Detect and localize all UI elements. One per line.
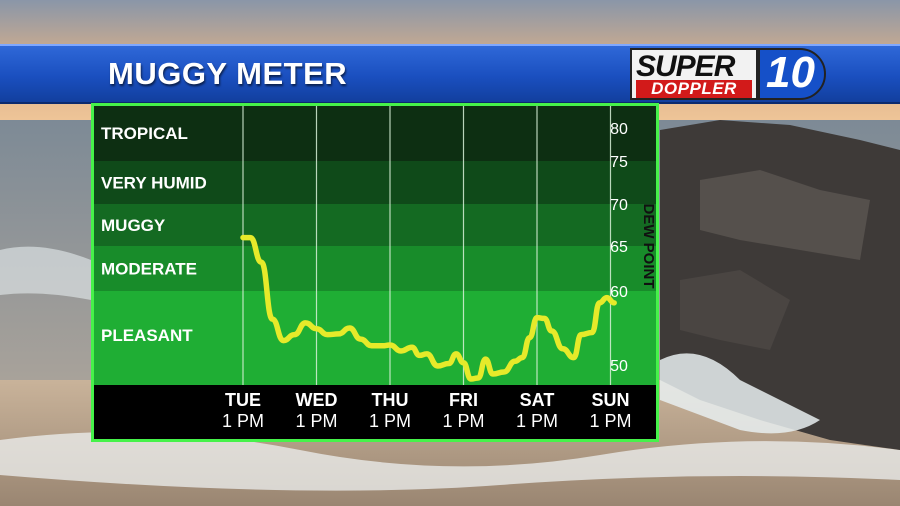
band-moderate [91,246,659,291]
logo-super-text: SUPER [636,50,735,83]
day-gridlines [242,105,612,385]
rock-foam [660,353,820,434]
band-label: TROPICAL [101,124,188,143]
y-tick-label: 65 [610,239,628,256]
x-tick-time: 1 PM [589,411,631,431]
x-tick-time: 1 PM [442,411,484,431]
y-tick-label: 60 [610,284,628,301]
y-tick-label: 50 [610,358,628,375]
x-tick-day: FRI [449,390,478,410]
page-title: MUGGY METER [108,56,348,91]
band-muggy [91,204,659,246]
x-axis-strip [91,385,659,442]
band-label: MODERATE [101,260,197,279]
x-tick-day: WED [296,390,338,410]
logo-ten-text: 10 [766,48,815,97]
dew-point-line [240,234,617,382]
band-label: PLEASANT [101,326,193,345]
x-tick-time: 1 PM [369,411,411,431]
logo-box: SUPER DOPPLER [630,48,758,100]
y-tick-label: 75 [610,154,628,171]
x-tick-time: 1 PM [295,411,337,431]
logo-doppler-text: DOPPLER [636,80,752,98]
humidity-bands [91,105,659,385]
wave-foam-left [0,246,91,300]
rock-highlight [680,270,790,350]
band-tropical [91,105,659,161]
band-very-humid [91,161,659,204]
band-labels: TROPICAL VERY HUMID MUGGY MODERATE PLEASANT [101,124,207,345]
band-pleasant [91,291,659,385]
y-tick-label: 70 [610,197,628,214]
y-tick-label: 80 [610,121,628,138]
chart-border [91,103,659,442]
station-logo: SUPER DOPPLER 10 [630,48,826,100]
y-tick-labels: 50 60 65 70 75 80 [610,121,628,375]
title-bar: MUGGY METER SUPER DOPPLER 10 [0,44,900,104]
wave-foam [0,432,900,491]
y-axis-label: DEW POINT [640,204,657,289]
x-tick-time: 1 PM [516,411,558,431]
rock-highlight [700,170,870,260]
band-label: VERY HUMID [101,174,207,193]
x-tick-day: TUE [225,390,261,410]
x-tick-day: SAT [520,390,555,410]
x-tick-day: THU [372,390,409,410]
x-tick-time: 1 PM [222,411,264,431]
x-tick-day: SUN [591,390,629,410]
band-label: MUGGY [101,216,166,235]
logo-ten-badge: 10 [758,48,826,100]
